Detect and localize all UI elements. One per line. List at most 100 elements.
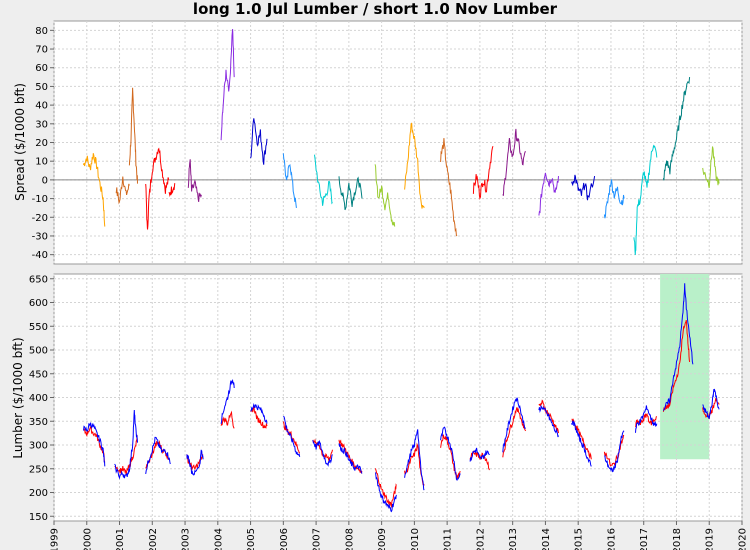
lumber-series-line <box>374 468 397 509</box>
lumber-series-line <box>635 405 658 433</box>
lumber-series-line <box>538 404 559 438</box>
lumber-x-tick-label: 2006 <box>279 528 290 550</box>
lumber-series-line <box>571 420 592 467</box>
spread-y-tick-label: -20 <box>32 213 48 224</box>
spread-series-line <box>115 176 130 205</box>
lumber-series-line <box>404 429 425 491</box>
spread-series-line <box>338 176 363 211</box>
lumber-x-tick-label: 2017 <box>639 528 650 550</box>
spread-series-line <box>538 172 559 216</box>
lumber-series-line <box>283 415 301 457</box>
spread-series-line <box>472 146 494 201</box>
lumber-series-line <box>186 449 204 476</box>
lumber-x-tick-label: 2007 <box>312 528 323 550</box>
lumber-series-line <box>338 443 363 474</box>
lumber-gridlines <box>53 274 743 521</box>
lumber-series-line <box>662 283 694 411</box>
lumber-x-tick-label: 2000 <box>82 528 93 550</box>
lumber-series-line <box>374 472 397 513</box>
spread-y-tick-label: 0 <box>42 175 48 186</box>
highlight-band <box>660 274 710 460</box>
spread-series-line <box>571 174 596 201</box>
lumber-x-tick-label: 2002 <box>148 528 159 550</box>
spread-series-line <box>83 153 106 227</box>
spread-series-line <box>633 144 658 255</box>
lumber-x-tick-label: 2013 <box>508 528 519 550</box>
spread-series-line <box>168 183 176 198</box>
lumber-x-tick-label: 1999 <box>50 528 61 550</box>
lumber-x-tick-label: 2008 <box>344 528 355 550</box>
lumber-y-tick-label: 200 <box>29 488 48 499</box>
lumber-x-tick-label: 2009 <box>377 528 388 550</box>
lumber-y-tick-label: 300 <box>29 441 48 452</box>
lumber-series-line <box>702 398 720 419</box>
lumber-series-line <box>312 439 333 467</box>
lumber-y-tick-label: 350 <box>29 417 48 428</box>
spread-series-line <box>145 147 170 231</box>
spread-y-tick-label: -40 <box>32 250 48 261</box>
lumber-y-tick-label: 600 <box>29 298 48 309</box>
lumber-series-line <box>502 397 527 453</box>
spread-series-line <box>662 77 691 181</box>
lumber-panel: 150 200 250 300 350 400 450 500 550 600 650 1999 20… <box>11 273 749 550</box>
lumber-series-line <box>312 438 333 462</box>
lumber-x-tick-label: 2010 <box>410 528 421 550</box>
spread-series-line <box>187 159 202 202</box>
spread-series-line <box>220 29 235 141</box>
lumber-series-line <box>469 450 491 471</box>
spread-y-tick-label: 80 <box>35 26 48 37</box>
lumber-x-tick-label: 2004 <box>213 528 224 550</box>
lumber-x-tick-label: 2014 <box>541 528 552 550</box>
lumber-y-ticks: 150 200 250 300 350 400 450 500 550 600 650 <box>29 274 54 523</box>
spread-y-tick-label: 70 <box>35 45 48 56</box>
spread-series-line <box>250 118 268 165</box>
spread-series-line <box>603 179 625 219</box>
lumber-y-tick-label: 450 <box>29 369 48 380</box>
lumber-series-line <box>220 410 235 429</box>
lumber-x-tick-label: 2015 <box>574 528 585 550</box>
spread-series-line <box>702 146 720 189</box>
lumber-y-tick-label: 400 <box>29 393 48 404</box>
lumber-series-line <box>702 388 720 419</box>
lumber-x-tick-label: 2020 <box>738 528 749 550</box>
spread-y-ticks: -40 -30 -20 -10 0 10 20 30 40 50 60 70 80 <box>32 26 54 261</box>
lumber-series-line <box>603 434 625 467</box>
lumber-series-line <box>83 422 106 467</box>
lumber-series-line <box>145 436 171 474</box>
chart-title: long 1.0 Jul Lumber / short 1.0 Nov Lumb… <box>193 0 558 18</box>
lumber-x-tick-label: 2011 <box>443 528 454 550</box>
lumber-y-tick-label: 500 <box>29 346 48 357</box>
spread-series-line <box>314 154 333 206</box>
lumber-series-line <box>604 430 625 473</box>
spread-y-tick-label: -10 <box>32 194 48 205</box>
lumber-x-tick-label: 2003 <box>181 528 192 550</box>
lumber-series-line <box>538 399 559 434</box>
lumber-x-tick-label: 2018 <box>672 528 683 550</box>
spread-y-tick-label: 40 <box>35 101 48 112</box>
lumber-series-line <box>469 447 490 462</box>
spread-y-tick-label: -30 <box>32 231 48 242</box>
spread-y-tick-label: 10 <box>35 157 48 168</box>
lumber-series-line <box>662 320 691 412</box>
lumber-x-tick-label: 2005 <box>246 528 257 550</box>
lumber-series <box>83 283 720 513</box>
lumber-series-line <box>114 435 138 475</box>
lumber-x-tick-label: 2012 <box>475 528 486 550</box>
lumber-series-line <box>440 426 461 481</box>
lumber-y-tick-label: 150 <box>29 512 48 523</box>
spread-y-tick-label: 30 <box>35 119 48 130</box>
spread-y-axis-label: Spread ($/1000 bft) <box>13 83 27 201</box>
spread-y-tick-label: 60 <box>35 63 48 74</box>
spread-series-line <box>440 138 458 237</box>
lumber-y-tick-label: 650 <box>29 274 48 285</box>
spread-y-tick-label: 20 <box>35 138 48 149</box>
spread-series-line <box>404 122 425 209</box>
lumber-series-line <box>250 403 268 424</box>
lumber-x-tick-label: 2016 <box>606 528 617 550</box>
spread-series-line <box>502 128 526 196</box>
spread-panel: -40 -30 -20 -10 0 10 20 30 40 50 60 70 80 Spread ($/… <box>13 20 743 265</box>
spread-series-line <box>282 153 297 208</box>
spread-series-line <box>128 87 138 184</box>
lumber-y-tick-label: 250 <box>29 464 48 475</box>
